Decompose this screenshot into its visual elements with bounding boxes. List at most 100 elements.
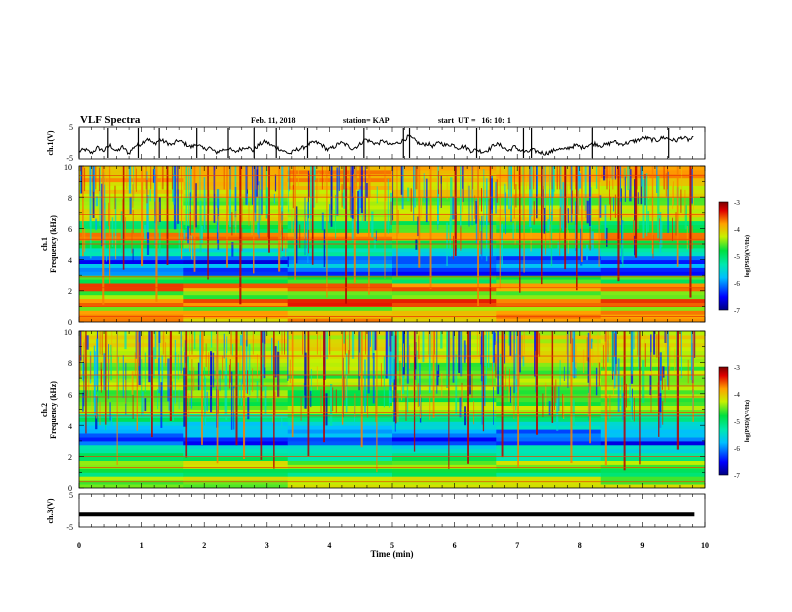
low-power-streak: [462, 166, 464, 202]
spectral-band-cell: [79, 468, 184, 473]
ch1-freq-tick-8: 8: [68, 194, 72, 203]
spectral-band-cell: [496, 310, 602, 315]
spectral-band-cell: [496, 354, 602, 359]
mid-power-streak: [440, 183, 442, 208]
spectral-band-cell: [287, 476, 393, 481]
spectral-band-cell: [600, 378, 705, 383]
low-power-streak: [95, 218, 98, 231]
mid-power-streak: [545, 382, 547, 407]
mid-power-streak: [656, 334, 658, 358]
spectral-band-cell: [392, 346, 497, 352]
low-power-streak: [161, 355, 164, 396]
mid-power-streak: [164, 331, 166, 355]
mid-power-streak: [281, 331, 283, 355]
mid-power-streak: [521, 335, 523, 359]
low-power-streak: [417, 216, 419, 237]
spectral-band-cell: [392, 212, 497, 218]
low-power-streak: [484, 373, 486, 406]
spectral-band-cell: [79, 220, 184, 225]
mid-power-streak: [589, 227, 591, 251]
low-power-streak: [257, 222, 260, 235]
spectral-band-cell: [496, 393, 602, 399]
spectral-band-cell: [79, 350, 184, 355]
low-power-streak: [436, 331, 438, 394]
spectral-band-cell: [600, 306, 705, 311]
ch2-colorbar-scale: [718, 366, 729, 476]
ch1-waveform-frame: [78, 126, 706, 160]
mid-power-streak: [343, 376, 345, 401]
low-power-streak: [231, 242, 234, 257]
low-power-streak: [622, 222, 624, 267]
mid-power-streak: [476, 331, 478, 355]
spectral-band-cell: [392, 240, 497, 245]
low-power-streak: [254, 166, 257, 222]
mid-power-streak: [597, 332, 599, 356]
low-power-streak: [281, 166, 284, 221]
spectral-band-cell: [79, 298, 184, 303]
mid-power-streak: [509, 368, 510, 393]
spectral-band-cell: [287, 385, 393, 391]
low-power-streak: [490, 178, 493, 210]
low-power-streak: [358, 189, 361, 214]
mid-power-streak: [650, 389, 652, 413]
low-power-streak: [667, 331, 669, 387]
low-power-streak: [199, 166, 201, 207]
mid-power-streak: [165, 342, 167, 366]
low-power-streak: [603, 166, 606, 181]
mid-power-streak: [535, 350, 537, 375]
mid-power-streak: [416, 166, 418, 190]
mid-power-streak: [397, 398, 399, 423]
sferic-impulse: [360, 331, 363, 448]
spectral-band-cell: [183, 460, 289, 465]
spectral-band-cell: [79, 228, 184, 233]
spectral-band-cell: [392, 189, 497, 194]
low-power-streak: [240, 379, 242, 406]
low-power-streak: [483, 169, 485, 228]
spectral-band-cell: [287, 318, 393, 322]
mid-power-streak: [421, 194, 423, 218]
mid-power-streak: [576, 345, 578, 369]
mid-power-streak: [514, 221, 516, 245]
mid-power-streak: [610, 196, 612, 221]
mid-power-streak: [598, 362, 600, 387]
mid-power-streak: [681, 166, 683, 190]
mid-power-streak: [260, 166, 262, 190]
sferic-impulse: [564, 166, 567, 270]
spectral-band-cell: [79, 378, 184, 383]
low-power-streak: [82, 362, 84, 381]
low-power-streak: [197, 362, 200, 391]
mid-power-streak: [566, 331, 568, 355]
low-power-streak: [310, 369, 312, 394]
spectral-band-cell: [287, 267, 393, 272]
ch1-spectrogram-ticks: [78, 165, 706, 323]
low-power-streak: [172, 395, 175, 421]
low-power-streak: [519, 331, 521, 373]
mid-power-streak: [667, 166, 669, 190]
mid-power-streak: [320, 334, 321, 358]
mid-power-streak: [450, 337, 452, 362]
spectral-band-cell: [600, 286, 705, 292]
spectral-band-cell: [183, 255, 289, 261]
spectral-band-cell: [287, 417, 393, 422]
low-power-streak: [371, 211, 374, 238]
low-power-streak: [471, 166, 473, 226]
spectral-band-cell: [79, 224, 184, 229]
sferic-impulse: [151, 331, 153, 438]
ch3-waveform-ylabel: ch.3(V): [46, 498, 55, 523]
spectral-band-cell: [183, 480, 289, 485]
spectral-band-cell: [496, 255, 602, 261]
sferic-impulse: [181, 166, 183, 259]
low-power-streak: [624, 176, 626, 202]
low-power-streak: [570, 166, 573, 223]
low-power-streak: [644, 174, 646, 206]
low-power-streak: [144, 224, 147, 241]
spectral-band-cell: [600, 271, 705, 276]
low-power-streak: [177, 354, 179, 380]
low-power-streak: [206, 391, 208, 412]
sferic-impulse: [384, 166, 386, 279]
spectral-band-cell: [79, 294, 184, 300]
mid-power-streak: [508, 378, 510, 402]
mid-power-streak: [90, 355, 92, 380]
mid-power-streak: [191, 235, 192, 260]
low-power-streak: [307, 201, 309, 263]
